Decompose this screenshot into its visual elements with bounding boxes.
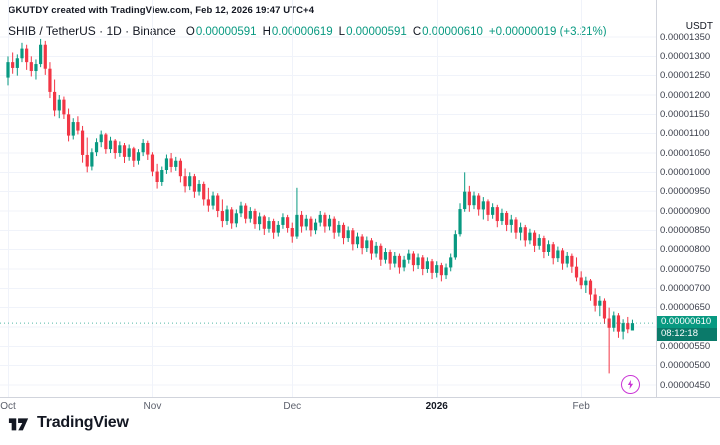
price-axis-label: 0.00000800	[660, 244, 711, 256]
price-axis-label: 0.00000950	[660, 186, 711, 198]
time-axis-label-nov: Nov	[143, 401, 162, 412]
price-axis-label: 0.00001050	[660, 147, 711, 159]
price-axis-label: 0.00000500	[660, 360, 711, 372]
price-axis-label: 0.00001300	[660, 50, 711, 62]
price-axis-label: 0.00000900	[660, 205, 711, 217]
price-axis-label: 0.00000850	[660, 224, 711, 236]
price-axis-label: 0.00001350	[660, 31, 711, 43]
last-price-value: 0.00000610	[657, 316, 717, 329]
last-price-badge: 0.00000610 08:12:18	[657, 316, 717, 342]
price-axis-currency: USDT	[685, 21, 713, 32]
time-axis-label-oct: Oct	[0, 401, 16, 412]
chart-legend[interactable]: SHIB / TetherUS · 1D · Binance O 0.000005…	[8, 24, 607, 38]
attribution-text: GKUTDY created with TradingView.com, Feb…	[8, 5, 315, 16]
symbol-description[interactable]: SHIB / TetherUS · 1D · Binance	[8, 24, 176, 38]
price-axis-label: 0.00001200	[660, 89, 711, 101]
lightning-bolt-icon	[627, 379, 634, 390]
price-axis-label: 0.00001000	[660, 166, 711, 178]
time-axis-label-feb: Feb	[572, 401, 590, 412]
price-axis-label: 0.00000700	[660, 282, 711, 294]
price-axis-label: 0.00000550	[660, 340, 711, 352]
ohlc-high: H 0.00000619	[262, 26, 333, 38]
price-axis-label: 0.00001250	[660, 70, 711, 82]
ohlc-open: O 0.00000591	[185, 26, 257, 38]
ohlc-low: L 0.00000591	[338, 26, 407, 38]
time-axis-label-dec: Dec	[283, 401, 302, 412]
price-axis-label: 0.00000450	[660, 379, 711, 391]
price-axis-label: 0.00000650	[660, 302, 711, 314]
price-axis-label: 0.00001150	[660, 108, 710, 120]
tradingview-branding[interactable]: TradingView	[8, 412, 129, 434]
time-axis-label-2026: 2026	[425, 401, 448, 412]
change-value: +0.00000019 (+3.21%)	[488, 26, 607, 38]
flash-button[interactable]	[621, 375, 640, 394]
price-axis-label: 0.00000750	[660, 263, 711, 275]
bar-countdown: 08:12:18	[657, 328, 717, 342]
tradingview-logo-icon	[8, 418, 29, 431]
brand-name: TradingView	[37, 414, 129, 431]
price-axis-label: 0.00001100	[660, 128, 710, 140]
